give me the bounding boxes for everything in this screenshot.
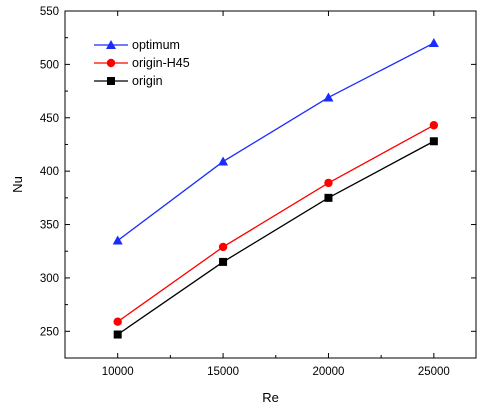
- data-point: [113, 317, 122, 326]
- legend: optimum origin-H45 origin: [94, 38, 190, 88]
- y-axis: 250 300 350 400 450 500 550: [40, 6, 476, 359]
- legend-marker: [107, 77, 115, 85]
- series-layer: [112, 38, 439, 339]
- x-tick-label: 10000: [102, 366, 134, 378]
- series-line: [117, 42, 435, 242]
- y-tick-label: 550: [40, 6, 59, 18]
- series-origin: [113, 137, 438, 339]
- y-axis-title: Nu: [10, 176, 25, 193]
- y-tick-label: 500: [40, 59, 59, 71]
- data-point: [323, 92, 334, 102]
- legend-marker: [106, 58, 116, 68]
- x-axis-title: Re: [262, 390, 279, 405]
- legend-item: origin-H45: [94, 56, 190, 70]
- legend-item: optimum: [94, 38, 180, 52]
- data-point: [219, 257, 228, 266]
- legend-label: origin: [132, 74, 163, 88]
- data-point: [218, 156, 229, 166]
- legend-item: origin: [94, 74, 163, 88]
- y-tick-label: 400: [40, 166, 59, 178]
- y-tick-label: 300: [40, 273, 59, 285]
- data-point: [428, 38, 439, 48]
- data-point: [112, 235, 123, 245]
- data-point: [429, 137, 438, 146]
- x-tick-label: 20000: [312, 366, 344, 378]
- legend-marker: [106, 40, 116, 49]
- x-tick-label: 25000: [418, 366, 450, 378]
- data-point: [113, 330, 122, 339]
- data-point: [218, 242, 228, 252]
- series-origin-H45: [113, 121, 439, 326]
- legend-label: origin-H45: [132, 56, 190, 70]
- data-point: [324, 193, 333, 202]
- legend-label: optimum: [132, 38, 180, 52]
- x-tick-label: 15000: [207, 366, 239, 378]
- data-point: [429, 121, 439, 130]
- plot-area: [64, 10, 477, 359]
- y-tick-label: 350: [40, 220, 59, 232]
- data-point: [324, 178, 333, 188]
- series-line: [117, 124, 435, 323]
- plot-frame: [64, 10, 477, 359]
- y-tick-label: 450: [40, 113, 59, 125]
- y-tick-label: 250: [40, 326, 59, 338]
- x-axis: 10000 15000 20000 25000: [64, 11, 450, 378]
- series-line: [117, 140, 435, 336]
- series-optimum: [112, 38, 439, 245]
